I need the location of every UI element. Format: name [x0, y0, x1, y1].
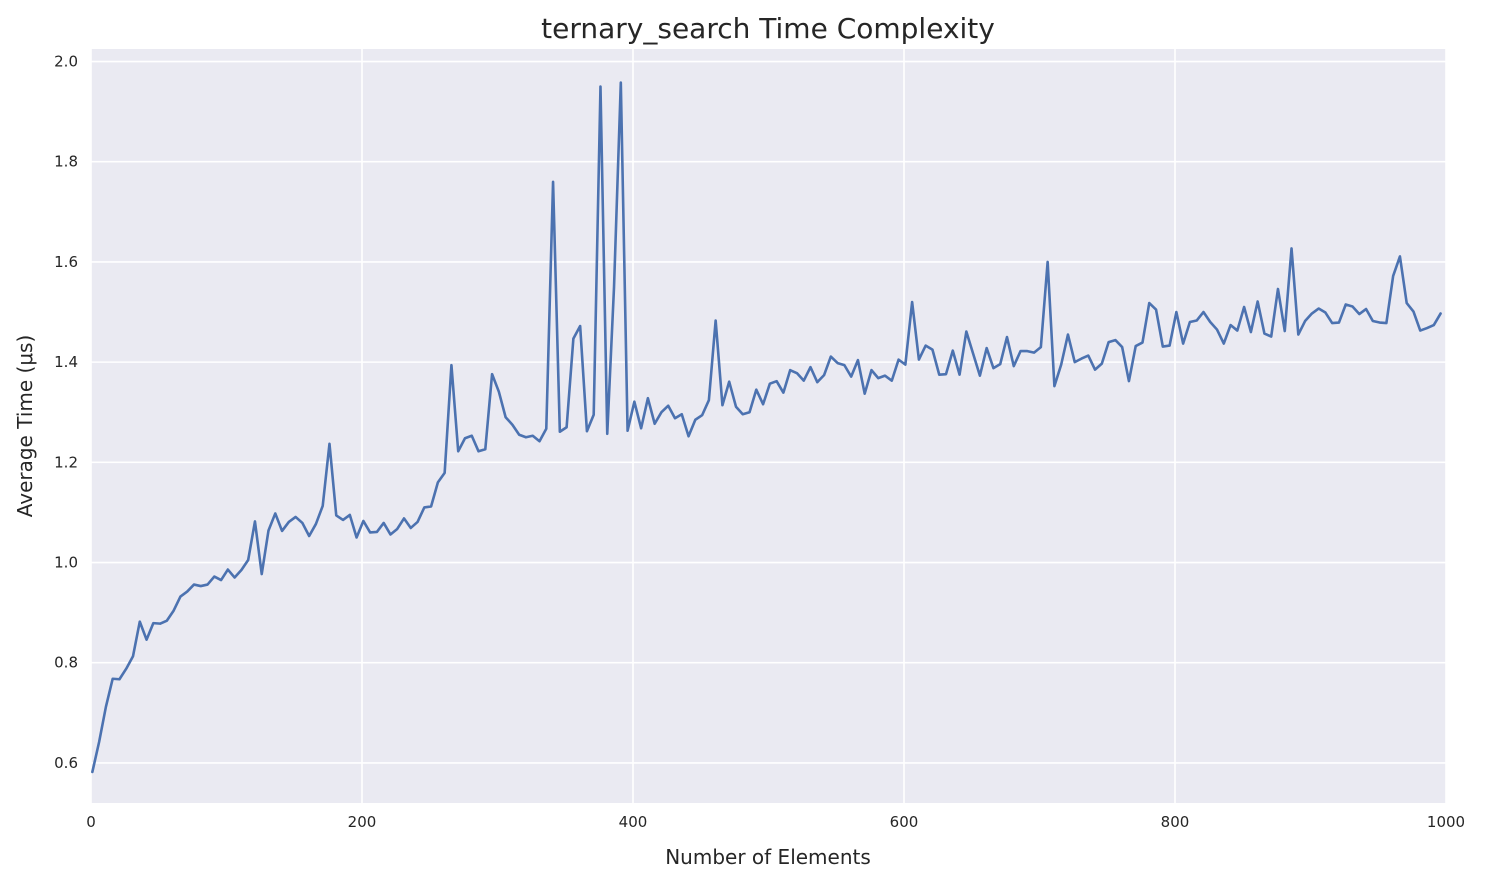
y-tick-label: 1.8 — [54, 153, 78, 171]
y-tick-label: 1.6 — [54, 253, 78, 271]
x-tick-label: 800 — [1161, 813, 1190, 831]
y-tick-label: 2.0 — [54, 53, 78, 71]
x-tick-label: 400 — [619, 813, 648, 831]
y-axis-label: Average Time (μs) — [13, 335, 37, 518]
chart-title: ternary_search Time Complexity — [541, 12, 995, 45]
plot-area — [91, 49, 1446, 803]
x-tick-labels: 0 200 400 600 800 1000 — [86, 813, 1465, 831]
gridlines — [90, 49, 1447, 803]
series-line — [91, 81, 1442, 774]
y-tick-label: 1.4 — [54, 353, 78, 371]
y-tick-label: 0.6 — [54, 754, 78, 772]
y-tick-label: 1.2 — [54, 453, 78, 471]
y-tick-label: 0.8 — [54, 654, 78, 672]
x-tick-label: 1000 — [1427, 813, 1465, 831]
series-layer — [91, 81, 1442, 774]
x-tick-label: 600 — [890, 813, 919, 831]
x-tick-label: 200 — [348, 813, 377, 831]
y-tick-labels: 0.6 0.8 1.0 1.2 1.4 1.6 1.8 2.0 — [54, 53, 78, 772]
y-tick-label: 1.0 — [54, 554, 78, 572]
x-tick-label: 0 — [86, 813, 96, 831]
x-axis-label: Number of Elements — [665, 845, 871, 869]
